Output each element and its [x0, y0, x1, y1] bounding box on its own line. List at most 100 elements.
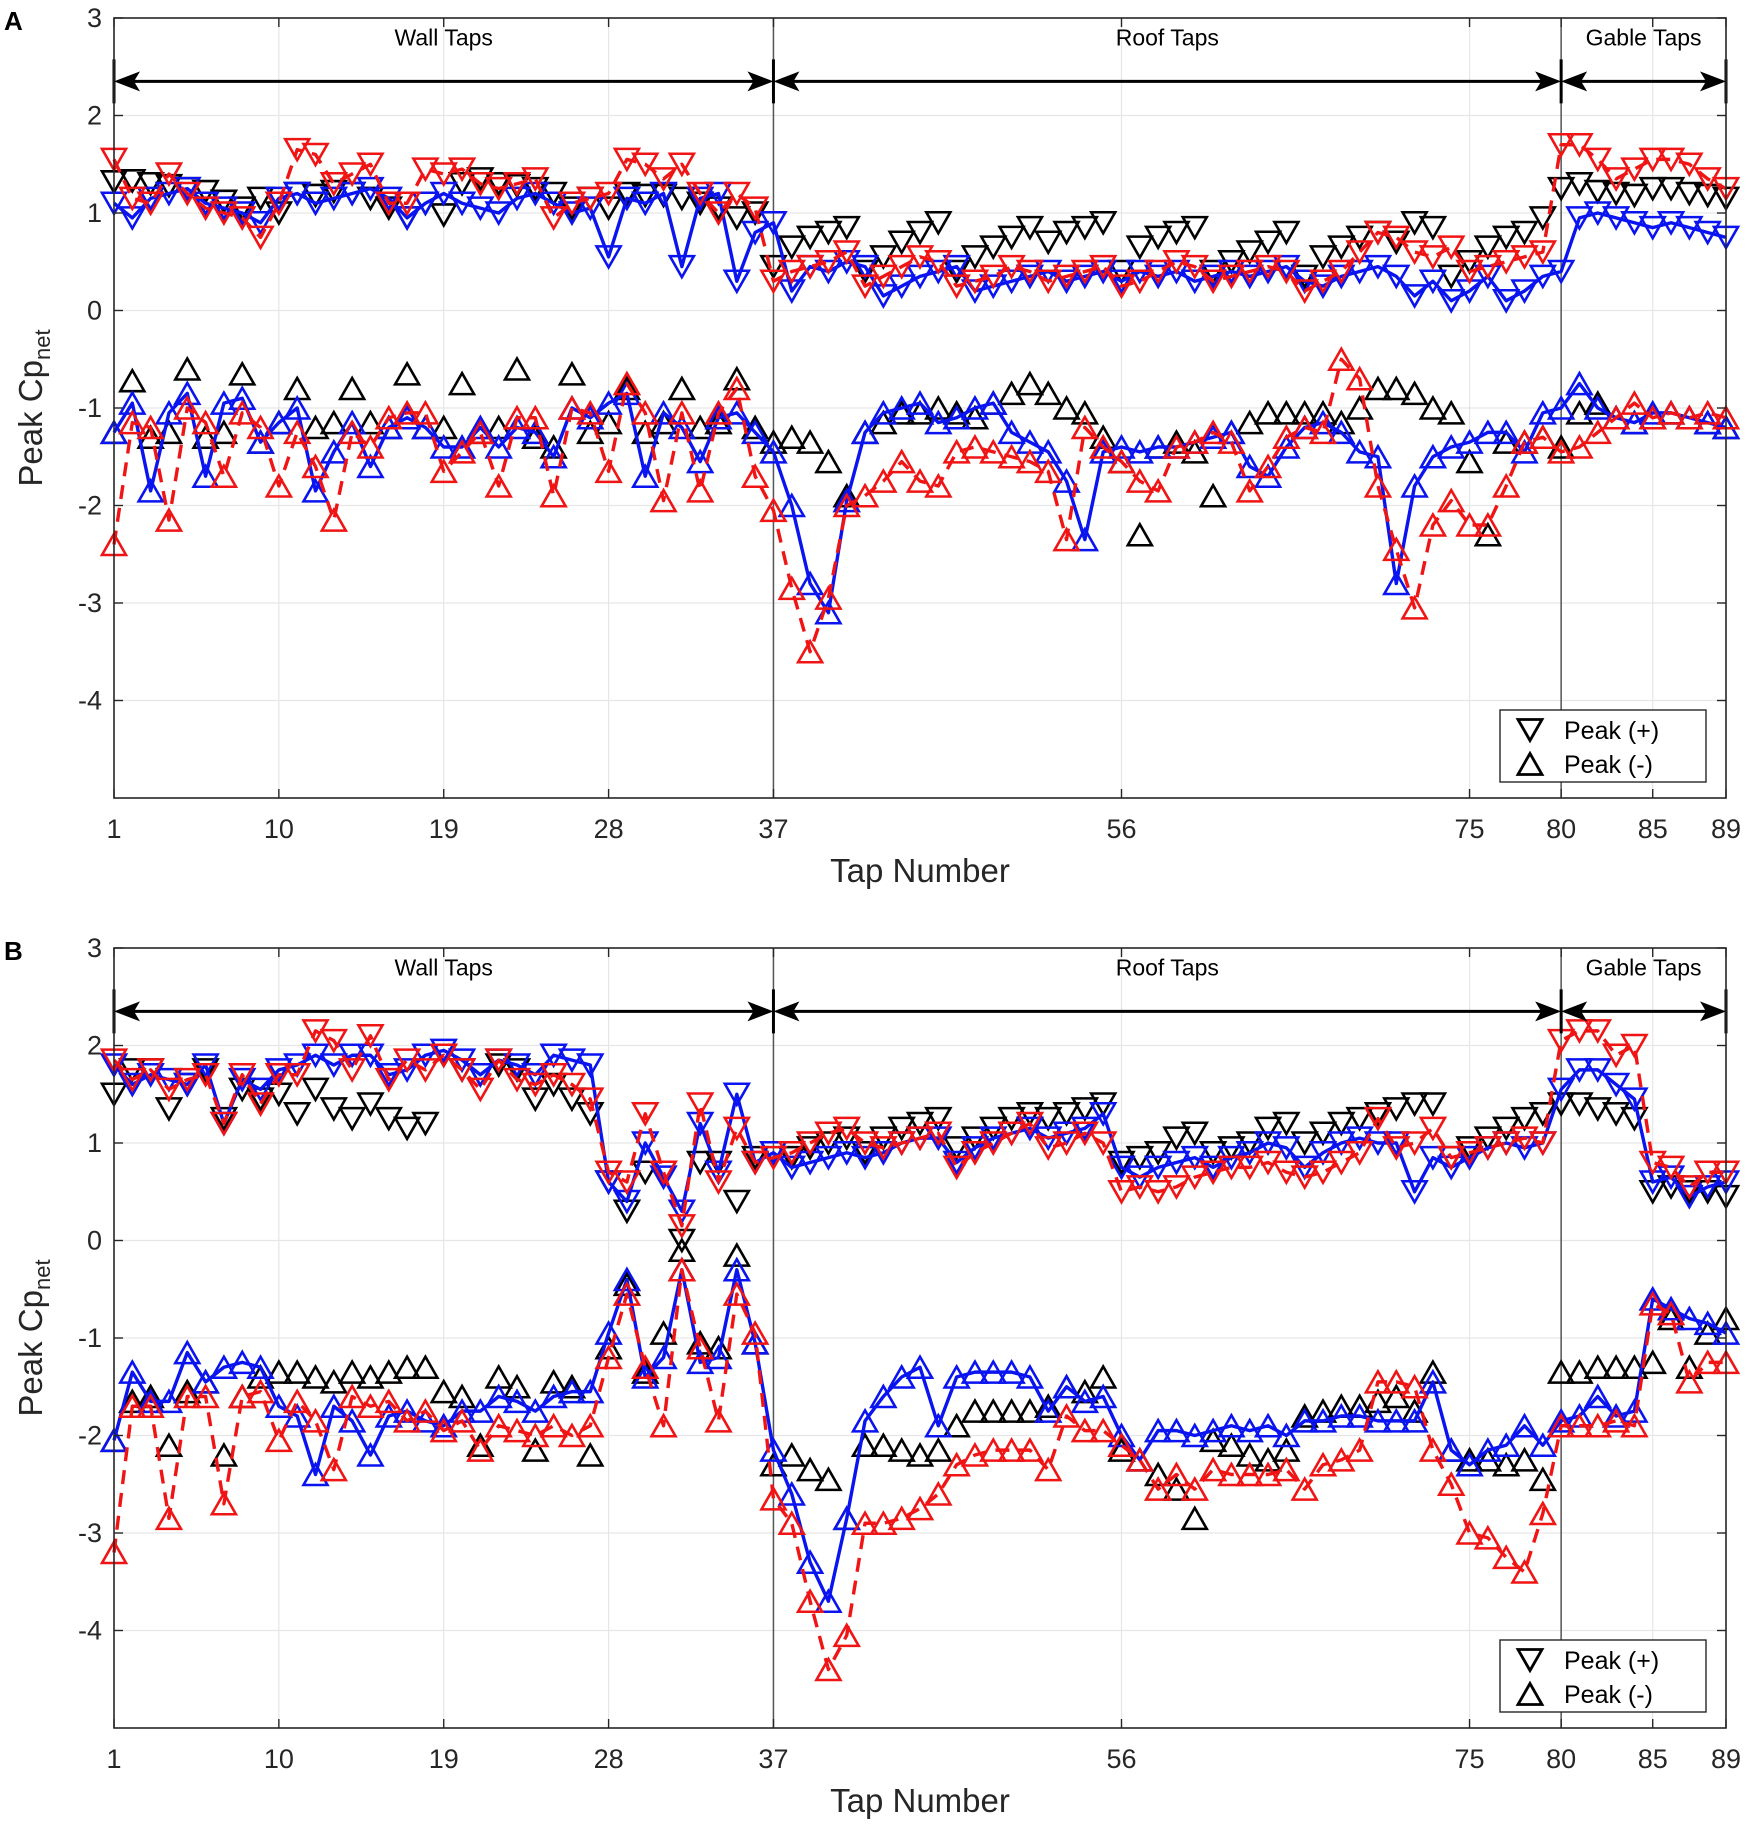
data-point [630, 399, 660, 425]
data-point [337, 1383, 367, 1409]
data-point [264, 186, 294, 212]
data-point [1015, 215, 1045, 241]
data-point [1363, 1368, 1393, 1394]
data-point [924, 394, 953, 420]
data-point [740, 196, 770, 222]
data-point [649, 1344, 678, 1370]
data-point [374, 191, 404, 217]
data-point [1601, 1402, 1631, 1428]
region-arrowhead-right [1535, 71, 1562, 92]
data-point [704, 1170, 733, 1196]
legend-marker-down-triangle-icon [1515, 1648, 1545, 1674]
data-point [246, 1092, 275, 1118]
data-point [1070, 1116, 1100, 1142]
data-point [1052, 1402, 1081, 1428]
data-point [850, 1407, 880, 1433]
data-point [246, 1077, 275, 1103]
data-point [1070, 1417, 1100, 1443]
data-point [209, 1441, 239, 1467]
data-point [411, 1043, 440, 1069]
data-point [777, 1480, 807, 1506]
data-point [759, 269, 788, 295]
x-tick-label: 28 [594, 814, 624, 844]
data-point [1400, 594, 1429, 620]
data-point [924, 472, 953, 498]
data-point [1510, 1106, 1539, 1132]
data-point [594, 458, 623, 484]
data-point [1125, 269, 1155, 295]
y-tick-label: -1 [78, 1323, 102, 1353]
data-point [1180, 1422, 1210, 1448]
data-point [1125, 438, 1155, 464]
data-point [1528, 1500, 1558, 1526]
data-point [740, 220, 770, 246]
data-point [630, 152, 660, 178]
data-point [1253, 230, 1283, 256]
data-point [557, 191, 587, 217]
data-point [557, 1048, 587, 1074]
data-point [1418, 394, 1448, 420]
data-point [722, 1256, 752, 1282]
data-point [997, 1121, 1026, 1147]
data-point [374, 1067, 404, 1093]
data-point [1253, 399, 1283, 425]
data-point [960, 1140, 990, 1166]
data-point [1345, 365, 1374, 391]
data-point [227, 1062, 257, 1088]
data-point [1656, 176, 1686, 202]
data-point [1400, 1373, 1429, 1399]
data-point [1345, 1140, 1374, 1166]
data-point [1436, 1437, 1466, 1462]
data-point [356, 1441, 385, 1467]
data-point [337, 1106, 367, 1132]
x-tick-label: 89 [1711, 814, 1741, 844]
data-point [209, 201, 239, 227]
data-point [411, 191, 440, 217]
x-tick-label: 75 [1455, 1744, 1485, 1774]
data-point [832, 240, 861, 266]
data-point [118, 367, 147, 393]
data-point [1345, 240, 1374, 266]
data-point [685, 1349, 715, 1375]
data-point [319, 1053, 349, 1079]
data-point [1620, 210, 1649, 236]
data-point [264, 1058, 294, 1083]
data-point [869, 399, 898, 425]
data-point [1052, 220, 1081, 246]
series-line [112, 1268, 1727, 1603]
data-point [1088, 254, 1118, 280]
legend-label: Peak (+) [1564, 1647, 1659, 1675]
data-point [1382, 1131, 1411, 1157]
series-line [112, 1268, 1726, 1672]
data-point [1528, 399, 1558, 425]
data-point [319, 438, 349, 464]
data-point [850, 419, 880, 445]
data-point [649, 399, 678, 425]
data-point [1217, 1155, 1246, 1181]
data-point [1217, 1412, 1246, 1438]
data-point [1601, 1407, 1631, 1433]
data-point [997, 1359, 1026, 1384]
data-point [264, 1359, 294, 1384]
y-tick-label: -3 [78, 588, 102, 618]
data-point [356, 409, 385, 435]
data-point [594, 245, 623, 270]
data-point [722, 1082, 752, 1108]
data-point [392, 206, 422, 231]
data-point [1143, 433, 1173, 459]
y-tick-label: 0 [87, 1226, 102, 1256]
data-point [960, 1359, 990, 1384]
x-tick-label: 75 [1455, 814, 1485, 844]
data-point [594, 1344, 623, 1370]
data-point [576, 1087, 605, 1113]
data-point [1510, 220, 1539, 246]
data-point [521, 1398, 550, 1423]
data-point [1107, 1150, 1136, 1176]
data-point [1235, 477, 1264, 503]
data-point [887, 254, 916, 280]
data-point [1290, 1402, 1319, 1428]
data-point [869, 1140, 898, 1166]
data-point [905, 1126, 935, 1152]
data-point [1601, 1043, 1631, 1069]
y-tick-label: -3 [78, 1518, 102, 1548]
